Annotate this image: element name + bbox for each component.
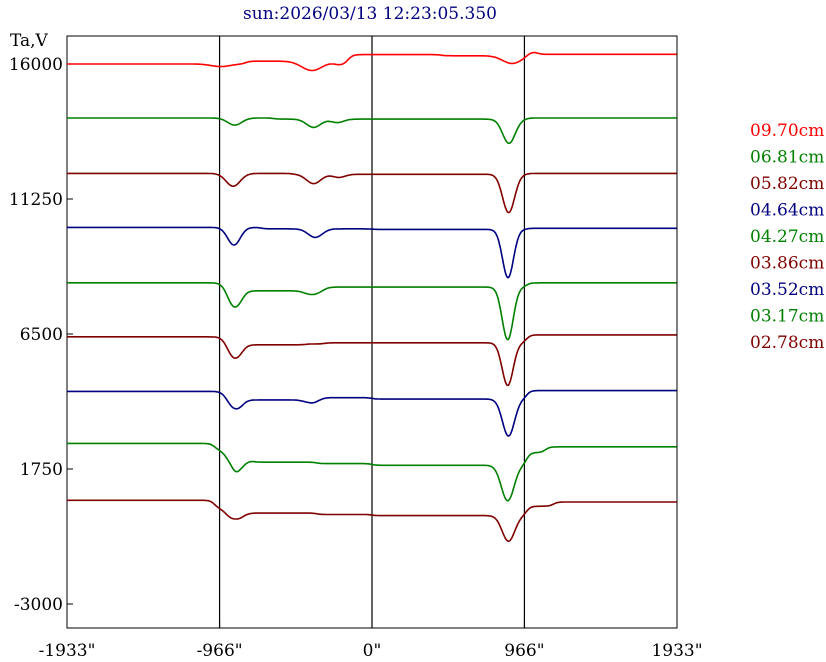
legend-entry: 04.64cm bbox=[750, 201, 824, 221]
legend-entry: 06.81cm bbox=[750, 148, 824, 168]
series-line-06.81cm bbox=[67, 117, 677, 145]
y-tick-label: 6500 bbox=[20, 325, 63, 345]
x-tick-label: 1933" bbox=[651, 641, 702, 661]
series-line-09.70cm bbox=[67, 51, 677, 72]
series-line-03.17cm bbox=[67, 442, 677, 502]
series-group bbox=[67, 51, 677, 543]
legend-entry: 02.78cm bbox=[750, 333, 824, 353]
y-ticks: 16000 11250 6500 1750 -3000 bbox=[9, 55, 73, 615]
series-line-05.82cm bbox=[67, 172, 677, 214]
x-tick-label: -966" bbox=[197, 641, 243, 661]
series-line-03.52cm bbox=[67, 389, 677, 437]
series-line-04.64cm bbox=[67, 226, 677, 279]
legend-entry: 03.86cm bbox=[750, 254, 824, 274]
y-axis-label: Ta,V bbox=[10, 31, 49, 51]
x-tick-label: 0" bbox=[363, 641, 382, 661]
series-line-02.78cm bbox=[67, 499, 677, 543]
legend-entry: 05.82cm bbox=[750, 174, 824, 194]
vertical-lines bbox=[218, 36, 526, 628]
legend-entry: 04.27cm bbox=[750, 227, 824, 247]
x-tick-label: 966" bbox=[504, 641, 544, 661]
legend-entry: 03.17cm bbox=[750, 307, 824, 327]
legend-entry: 03.52cm bbox=[750, 280, 824, 300]
y-tick-label: 1750 bbox=[20, 460, 63, 480]
series-line-03.86cm bbox=[67, 334, 677, 387]
y-tick-label: 11250 bbox=[9, 190, 63, 210]
x-ticks: -1933" -966" 0" 966" 1933" bbox=[39, 620, 703, 661]
legend: 09.70cm 06.81cm 05.82cm 04.64cm 04.27cm 03.86… bbox=[750, 121, 824, 353]
x-tick-label: -1933" bbox=[39, 641, 96, 661]
y-tick-label: 16000 bbox=[9, 55, 63, 75]
y-tick-label: -3000 bbox=[14, 595, 63, 615]
series-line-04.27cm bbox=[67, 281, 677, 341]
legend-entry: 09.70cm bbox=[750, 121, 824, 141]
chart-title: sun:2026/03/13 12:23:05.350 bbox=[243, 4, 497, 24]
